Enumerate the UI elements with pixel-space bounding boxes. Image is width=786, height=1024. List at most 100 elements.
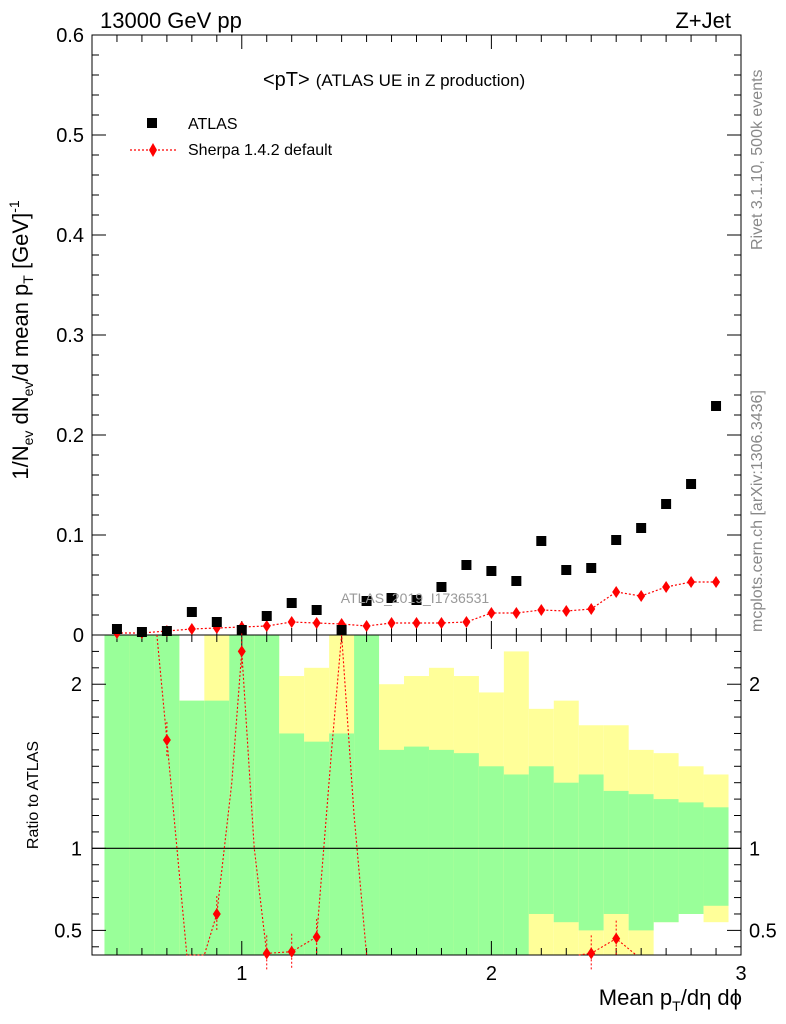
plot-title-main: <pT> [263, 69, 310, 91]
atlas-point [186, 607, 197, 617]
atlas-point [511, 576, 522, 586]
sherpa-point [637, 590, 646, 602]
ratio-sherpa-point [287, 945, 296, 958]
green-band-bin [154, 635, 180, 955]
green-band-bin [129, 635, 155, 955]
x-tick-label: 2 [486, 963, 497, 985]
atlas-point [661, 499, 672, 509]
ratio-sherpa-point [237, 645, 246, 658]
sherpa-point [687, 576, 696, 588]
green-band-bin [453, 753, 479, 955]
uncertainty-bands [104, 635, 729, 955]
ratio-sherpa-series [156, 633, 637, 972]
green-band-bin [279, 733, 305, 955]
sherpa-point [437, 617, 446, 629]
plot-title-sub: (ATLAS UE in Z production) [316, 71, 525, 90]
green-band-bin [678, 802, 704, 914]
atlas-point [711, 401, 722, 411]
sherpa-point [487, 607, 496, 619]
atlas-point [411, 595, 422, 605]
y-tick-label: 0.5 [56, 125, 84, 147]
atlas-point [486, 566, 497, 576]
y-tick-label: 0 [73, 625, 84, 647]
atlas-point [161, 626, 172, 636]
ratio-tick-label-right: 1 [749, 838, 760, 860]
ratio-sherpa-point [612, 932, 621, 945]
y-tick-label: 0.4 [56, 225, 84, 247]
atlas-point [136, 627, 147, 637]
sherpa-point [387, 617, 396, 629]
ratio-tick-label-right: 0.5 [749, 920, 777, 942]
atlas-point [536, 536, 547, 546]
green-band-bin [329, 733, 355, 955]
green-band-bin [379, 749, 405, 955]
ratio-sherpa-point [262, 947, 271, 960]
axis-ticks: 1 2 3 0 0.1 0.2 0.3 0.4 0.5 0.6 0.5 0.5 1 1 2 2 [54, 25, 777, 985]
legend-atlas-marker [147, 118, 157, 128]
green-band-bin [703, 807, 729, 906]
x-tick-label: 3 [735, 963, 746, 985]
sherpa-point [287, 616, 296, 628]
ratio-sherpa-point [312, 930, 321, 943]
green-band-bin [553, 782, 579, 923]
legend-sherpa-label: Sherpa 1.4.2 default [188, 142, 333, 159]
energy-label: 13000 GeV pp [100, 8, 242, 33]
green-band-bin [404, 746, 429, 955]
green-band-bin [503, 774, 529, 955]
green-band-bin [653, 799, 679, 923]
y-tick-label: 0.6 [56, 25, 84, 47]
atlas-point [111, 624, 122, 634]
x-axis-label: Mean pT/dη dϕ [599, 985, 742, 1014]
sherpa-point [612, 586, 621, 598]
green-band-bin [428, 749, 454, 955]
green-band-bin [578, 774, 604, 931]
sherpa-point [712, 576, 721, 588]
atlas-series [111, 401, 722, 637]
green-band-bin [354, 635, 380, 955]
sherpa-point [462, 616, 471, 628]
x-tick-label: 1 [236, 963, 247, 985]
atlas-point [586, 563, 597, 573]
green-band-bin [104, 635, 130, 955]
sherpa-point [562, 605, 571, 617]
atlas-point [361, 596, 372, 606]
y-tick-label: 0.3 [56, 325, 84, 347]
atlas-point [461, 560, 472, 570]
legend-sherpa-marker [149, 143, 157, 157]
analysis-watermark: ATLAS_2019_I1736531 [341, 590, 490, 606]
legend: ATLAS Sherpa 1.4.2 default [130, 116, 333, 159]
green-band-bin [528, 766, 554, 914]
green-band-bin [229, 635, 255, 955]
ratio-tick-label-left: 0.5 [54, 920, 82, 942]
sherpa-point [412, 617, 421, 629]
legend-atlas-label: ATLAS [188, 116, 238, 133]
green-band-bin [179, 700, 205, 955]
atlas-point [311, 605, 322, 615]
y-tick-label: 0.1 [56, 525, 84, 547]
ratio-tick-label-left: 2 [71, 674, 82, 696]
sherpa-point [537, 604, 546, 616]
atlas-point [211, 617, 222, 627]
atlas-point [286, 598, 297, 608]
y-axis-label: 1/Nev dNev/d mean pT [GeV]-1 [6, 200, 36, 480]
process-label: Z+Jet [675, 8, 731, 33]
sherpa-point [587, 603, 596, 615]
y-tick-label: 0.2 [56, 425, 84, 447]
sherpa-point [362, 620, 371, 632]
sherpa-point [312, 617, 321, 629]
atlas-point [386, 593, 397, 603]
atlas-point [236, 625, 247, 635]
green-band-bin [254, 635, 280, 955]
sherpa-point [187, 623, 196, 635]
ratio-sherpa-point [587, 947, 596, 960]
atlas-point [436, 582, 447, 592]
green-band-bin [603, 790, 629, 914]
sherpa-point [512, 607, 521, 619]
atlas-point [636, 523, 647, 533]
mcplots-label: mcplots.cern.ch [arXiv:1306.3436] [749, 390, 766, 632]
ratio-tick-label-left: 1 [71, 838, 82, 860]
ratio-sherpa-point [162, 734, 171, 747]
atlas-point [561, 565, 572, 575]
rivet-version-label: Rivet 3.1.10, 500k events [749, 69, 766, 250]
